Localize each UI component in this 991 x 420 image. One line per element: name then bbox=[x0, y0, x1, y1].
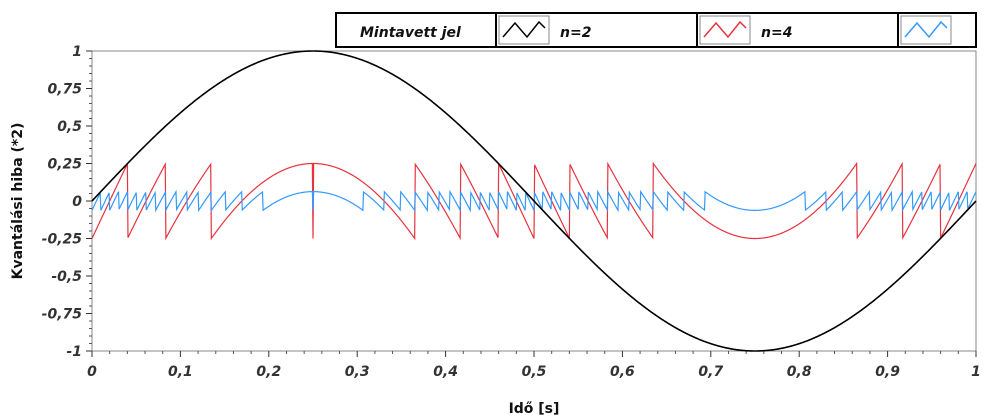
legend-label-n2: n=2 bbox=[560, 25, 591, 41]
legend-label-sampled: Mintavett jel bbox=[360, 25, 461, 41]
y-tick-label: 0,75 bbox=[47, 82, 82, 98]
legend-swatch-sampled bbox=[498, 15, 550, 45]
y-tick-label: 0,5 bbox=[57, 119, 82, 135]
y-axis-label: Kvantálási hiba (*2) bbox=[10, 123, 26, 280]
y-tick-label: -1 bbox=[66, 344, 82, 360]
x-tick-label: 0,3 bbox=[345, 364, 370, 380]
legend-box bbox=[335, 12, 977, 48]
legend-label-n4: n=4 bbox=[761, 25, 792, 41]
x-tick-label: 0 bbox=[87, 364, 97, 380]
legend: Mintavett jel n=2 n=4 bbox=[335, 12, 977, 48]
y-axis: 1 0,75 0,5 0,25 0 -0,25 -0,5 -0,75 -1 bbox=[42, 44, 92, 360]
legend-swatch-line-sampled bbox=[502, 20, 546, 39]
x-axis: 0 0,1 0,2 0,3 0,4 0,5 0,6 0,7 0,8 0,9 1 bbox=[87, 351, 981, 380]
x-tick-label: 0,6 bbox=[610, 364, 635, 380]
y-tick-label: 1 bbox=[72, 44, 82, 60]
series-line-sampled-signal bbox=[91, 50, 977, 352]
x-tick-label: 0,9 bbox=[875, 364, 900, 380]
x-axis-label: Idő [s] bbox=[509, 401, 560, 417]
x-tick-label: 0,8 bbox=[787, 364, 812, 380]
x-tick-label: 0,7 bbox=[698, 364, 723, 380]
x-tick-label: 0,4 bbox=[433, 364, 458, 380]
y-tick-label: 0 bbox=[72, 194, 82, 210]
series-line-n4 bbox=[91, 189, 977, 213]
x-tick-label: 0,5 bbox=[522, 364, 547, 380]
x-tick-label: 1 bbox=[971, 364, 981, 380]
legend-swatch-line-n4 bbox=[904, 20, 948, 39]
y-tick-label: -0,25 bbox=[42, 232, 83, 248]
y-tick-label: 0,25 bbox=[47, 157, 82, 173]
y-tick-label: -0,75 bbox=[42, 307, 83, 323]
legend-swatch-n2 bbox=[699, 15, 751, 45]
legend-swatch-line-n2 bbox=[703, 20, 747, 39]
x-tick-label: 0,2 bbox=[256, 364, 281, 380]
legend-swatch-n4 bbox=[900, 15, 952, 45]
series-line-n2 bbox=[91, 161, 977, 241]
y-tick-label: -0,5 bbox=[51, 269, 82, 285]
x-tick-label: 0,1 bbox=[168, 364, 193, 380]
